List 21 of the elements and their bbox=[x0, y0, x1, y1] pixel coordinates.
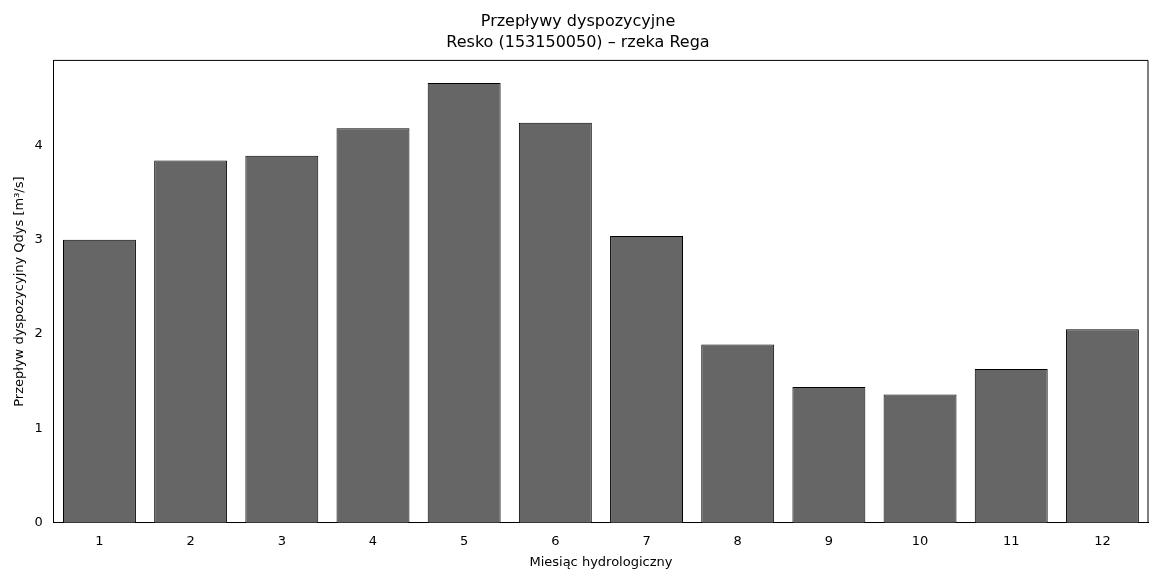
x-tick-label: 7 bbox=[642, 532, 651, 548]
x-tick-label: 3 bbox=[277, 532, 286, 548]
x-tick-label: 5 bbox=[460, 532, 469, 548]
x-tick-label: 4 bbox=[368, 532, 378, 548]
y-axis-title: Przepływ dyspozycyjny Qdys [m³/s] bbox=[11, 176, 27, 407]
y-tick-label: 1 bbox=[34, 419, 43, 435]
x-tick-label: 12 bbox=[1094, 532, 1111, 548]
y-tick-label: 2 bbox=[34, 325, 43, 341]
y-tick-label: 4 bbox=[34, 136, 43, 152]
x-tick-label: 2 bbox=[186, 532, 195, 548]
y-tick-label: 0 bbox=[34, 514, 43, 530]
x-tick-label: 11 bbox=[1002, 532, 1020, 548]
chart-subtitle: Resko (153150050) – rzeka Rega bbox=[446, 31, 710, 51]
x-axis-title: Miesiąc hydrologiczny bbox=[529, 553, 673, 569]
x-tick-label: 9 bbox=[824, 532, 834, 548]
y-tick-label: 3 bbox=[34, 231, 43, 247]
chart-title: Przepływy dyspozycyjne bbox=[480, 10, 676, 30]
x-tick-label: 10 bbox=[911, 532, 929, 548]
x-tick-label: 8 bbox=[733, 532, 742, 548]
x-tick-label: 6 bbox=[551, 532, 560, 548]
x-tick-label: 1 bbox=[95, 532, 104, 548]
